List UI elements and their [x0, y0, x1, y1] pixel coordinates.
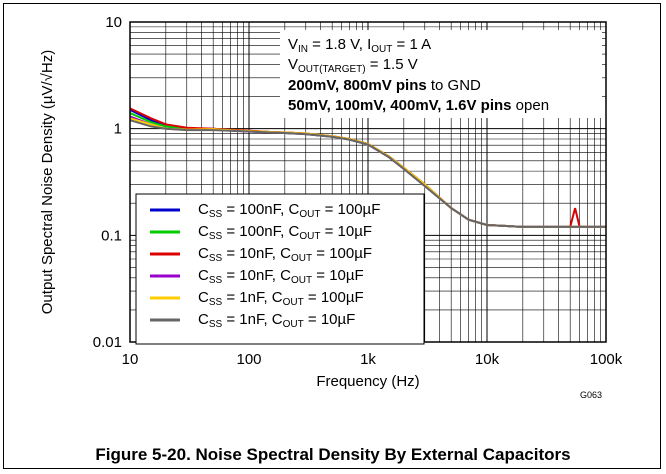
legend-label-6: CSS = 1nF, COUT = 10µF	[198, 311, 355, 330]
condition-line-4: 50mV, 100mV, 400mV, 1.6V pins open	[288, 97, 549, 114]
figure-frame	[3, 3, 661, 469]
tick-labels: 10 100 1k 10k 100k 10 1 0.1 0.01	[93, 14, 623, 368]
x-tick-label: 10k	[475, 351, 500, 368]
figure-caption: Figure 5-20. Noise Spectral Density By E…	[95, 445, 570, 464]
legend-label-2: CSS = 100nF, COUT = 10µF	[198, 223, 372, 242]
x-tick-label: 10	[122, 351, 139, 368]
y-tick-label: 1	[114, 121, 122, 138]
condition-line-1: VIN = 1.8 V, IOUT = 1 A	[288, 36, 431, 55]
conditions-background	[280, 30, 602, 118]
y-axis-label: Output Spectral Noise Density (µV/√Hz)	[39, 50, 56, 314]
condition-line-2: VOUT(TARGET) = 1.5 V	[288, 56, 418, 75]
legend-label-1: CSS = 100nF, COUT = 100µF	[198, 201, 380, 220]
condition-line-3: 200mV, 800mV pins to GND	[288, 77, 481, 94]
legend-label-3: CSS = 10nF, COUT = 100µF	[198, 245, 372, 264]
series-line-6	[129, 119, 606, 228]
legend-label-5: CSS = 1nF, COUT = 100µF	[198, 289, 364, 308]
legend-box	[135, 193, 425, 345]
x-axis-label: Frequency (Hz)	[316, 373, 419, 390]
y-tick-label: 0.1	[101, 227, 122, 244]
x-tick-label: 100k	[590, 351, 623, 368]
graph-id: G063	[580, 390, 602, 400]
conditions-annotation: VIN = 1.8 V, IOUT = 1 A VOUT(TARGET) = 1…	[280, 30, 602, 118]
x-tick-label: 100	[236, 351, 261, 368]
legend-label-4: CSS = 10nF, COUT = 10µF	[198, 267, 364, 286]
legend: CSS = 100nF, COUT = 100µF CSS = 100nF, CO…	[135, 193, 425, 345]
y-tick-label: 10	[105, 14, 122, 31]
series-lines	[129, 107, 606, 228]
y-tick-label: 0.01	[93, 334, 122, 351]
x-tick-label: 1k	[360, 351, 376, 368]
